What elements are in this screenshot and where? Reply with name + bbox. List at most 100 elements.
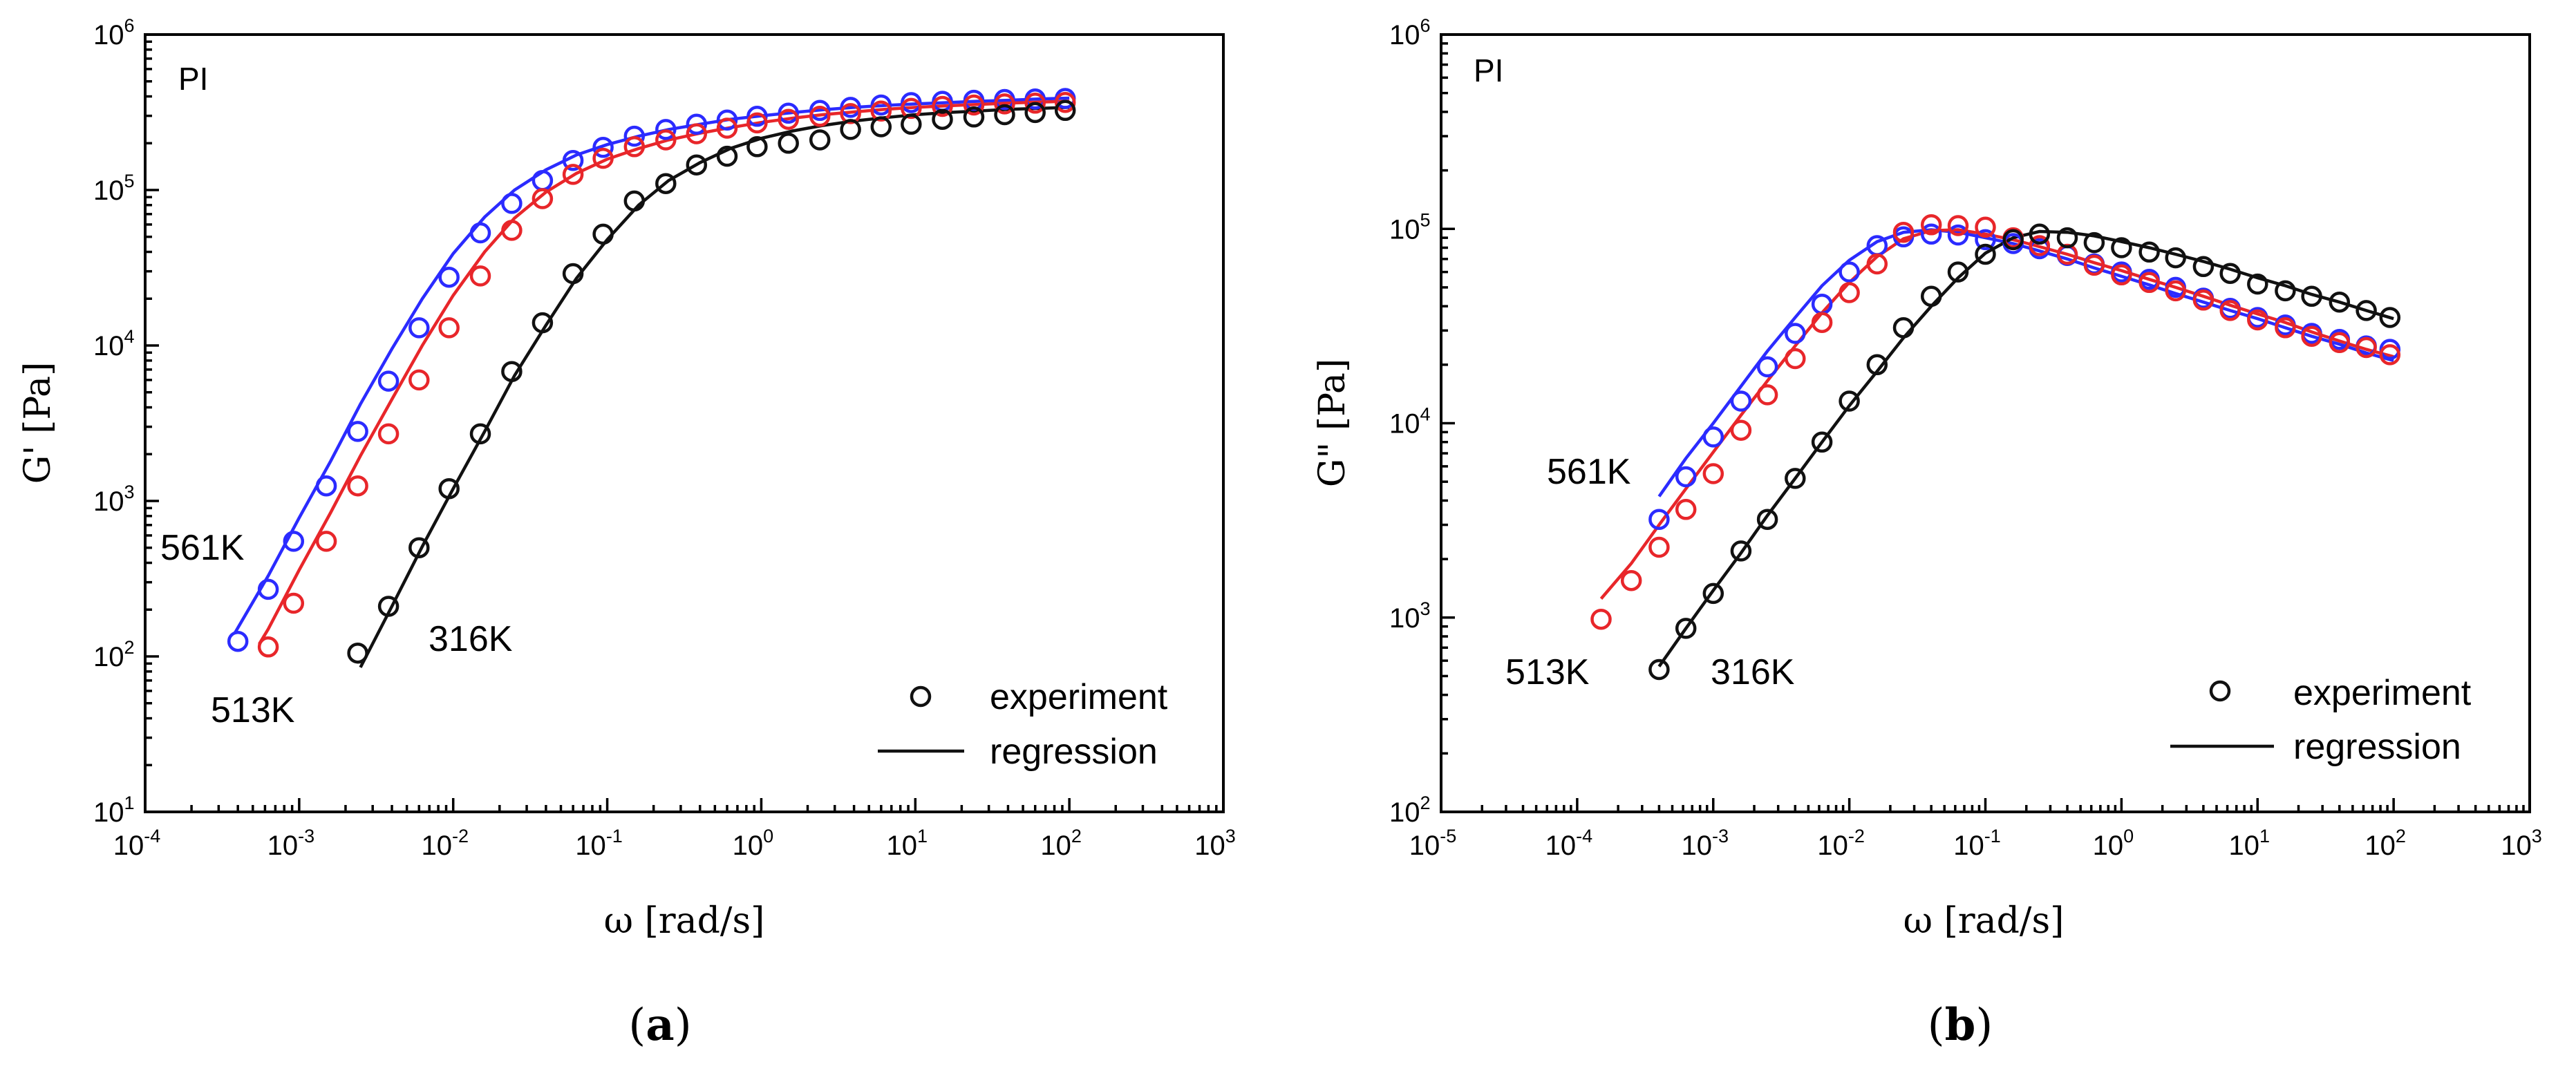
data-point-513k xyxy=(2165,280,2186,302)
data-point-316k xyxy=(2056,227,2078,249)
data-point-513k xyxy=(1785,348,1806,370)
data-point-316k xyxy=(655,173,677,194)
data-point-561k xyxy=(1730,390,1752,412)
data-point-513k xyxy=(469,265,491,287)
data-point-316k xyxy=(2138,241,2160,263)
regression-line-561k xyxy=(1657,228,2394,497)
data-point-513k xyxy=(1590,608,1612,630)
y-tick-label: 105 xyxy=(1389,209,1431,245)
label-316k-b: 316K xyxy=(1711,652,1795,692)
data-point-513k xyxy=(1892,221,1915,243)
x-tick-label: 10-4 xyxy=(113,826,161,861)
x-axis-label-a: ω [rad/s] xyxy=(604,900,765,942)
data-point-316k xyxy=(1785,468,1806,489)
data-point-316k xyxy=(1756,509,1778,530)
axis-ticks-b: 10-5 10-4 10-3 10-2 10-1 100 101 102 103 102 103 10… xyxy=(1389,15,2542,861)
data-point-316k xyxy=(2083,231,2105,254)
data-point-513k xyxy=(592,147,614,169)
data-point-316k xyxy=(963,106,985,128)
data-point-561k xyxy=(870,94,892,116)
data-point-513k xyxy=(2083,254,2105,276)
data-point-316k xyxy=(623,190,646,212)
panel-a: 10-4 10-3 10-2 10-1 100 101 102 103 101 102 103 104… xyxy=(17,15,1236,1051)
data-point-513k xyxy=(2192,290,2215,311)
data-point-316k xyxy=(1811,431,1833,453)
data-point-561k xyxy=(655,119,677,140)
data-point-561k xyxy=(809,99,831,122)
data-point-316k xyxy=(501,361,523,382)
data-point-316k xyxy=(2301,285,2322,307)
data-point-513k xyxy=(501,220,523,241)
data-point-316k xyxy=(377,596,399,617)
data-point-513k xyxy=(377,423,399,445)
data-point-513k xyxy=(532,188,554,209)
data-point-513k xyxy=(2329,332,2351,354)
data-point-561k xyxy=(283,531,305,552)
panel-title-b: PI xyxy=(1474,53,1503,88)
y-tick-label: 102 xyxy=(93,637,135,672)
x-tick-label: 10-1 xyxy=(575,826,623,861)
legend-regression-b: regression xyxy=(2293,727,2461,767)
x-tick-label: 100 xyxy=(733,826,774,861)
data-point-513k xyxy=(1947,215,1969,236)
data-point-316k xyxy=(1675,618,1697,639)
regression-line-513k xyxy=(258,99,1070,645)
label-561k-a: 561K xyxy=(160,528,245,568)
data-point-513k xyxy=(1839,282,1860,303)
data-point-513k xyxy=(1866,253,1888,275)
data-point-561k xyxy=(901,92,922,113)
data-point-561k xyxy=(501,193,523,214)
data-point-316k xyxy=(2379,307,2401,328)
data-point-513k xyxy=(257,636,279,658)
data-point-316k xyxy=(932,108,953,130)
data-point-513k xyxy=(347,475,368,497)
data-point-513k xyxy=(562,164,584,185)
legend-regression-a: regression xyxy=(990,732,1158,772)
data-point-513k xyxy=(932,95,953,117)
data-point-561k xyxy=(257,578,279,600)
data-point-316k xyxy=(532,312,554,334)
y-tick-label: 103 xyxy=(93,482,135,517)
data-point-561k xyxy=(778,102,799,124)
data-point-316k xyxy=(1892,317,1915,339)
data-point-513k xyxy=(1054,91,1076,113)
data-point-513k xyxy=(870,100,892,122)
label-513k-b: 513K xyxy=(1505,652,1590,692)
x-tick-label: 10-2 xyxy=(1817,826,1865,861)
data-point-561k xyxy=(1947,224,1969,246)
data-point-513k xyxy=(686,123,708,144)
data-point-561k xyxy=(227,630,249,652)
data-point-561k xyxy=(347,421,368,442)
data-point-513k xyxy=(778,108,799,130)
data-point-561k xyxy=(1839,261,1860,283)
regression-line-561k xyxy=(233,96,1070,635)
x-tick-label: 10-3 xyxy=(1681,826,1729,861)
data-point-316k xyxy=(438,477,460,500)
data-point-561k xyxy=(1648,509,1670,530)
data-point-513k xyxy=(963,94,985,116)
x-tick-label: 102 xyxy=(2365,826,2406,861)
data-point-513k xyxy=(2275,317,2296,339)
data-point-513k xyxy=(1756,384,1778,406)
data-point-513k xyxy=(1702,463,1724,484)
y-tick-label: 106 xyxy=(93,15,135,50)
data-point-513k xyxy=(1811,312,1833,333)
data-point-561k xyxy=(840,97,861,118)
x-tick-label: 10-4 xyxy=(1545,826,1593,861)
legend-marker-b xyxy=(2209,680,2231,702)
data-point-513k xyxy=(2356,337,2377,359)
data-point-316k xyxy=(778,133,799,154)
data-point-316k xyxy=(1920,285,1942,307)
data-point-316k xyxy=(408,537,430,558)
data-point-561k xyxy=(438,266,460,288)
data-point-513k xyxy=(1024,93,1046,114)
y-tick-label: 101 xyxy=(93,793,135,828)
data-point-561k xyxy=(315,475,337,497)
data-point-316k xyxy=(2275,280,2296,302)
y-axis-label-a: G' [Pa] xyxy=(17,362,59,484)
y-tick-label: 105 xyxy=(93,171,135,206)
y-tick-label: 103 xyxy=(1389,598,1431,634)
x-tick-label: 10-2 xyxy=(421,826,469,861)
data-point-561k xyxy=(562,149,584,171)
